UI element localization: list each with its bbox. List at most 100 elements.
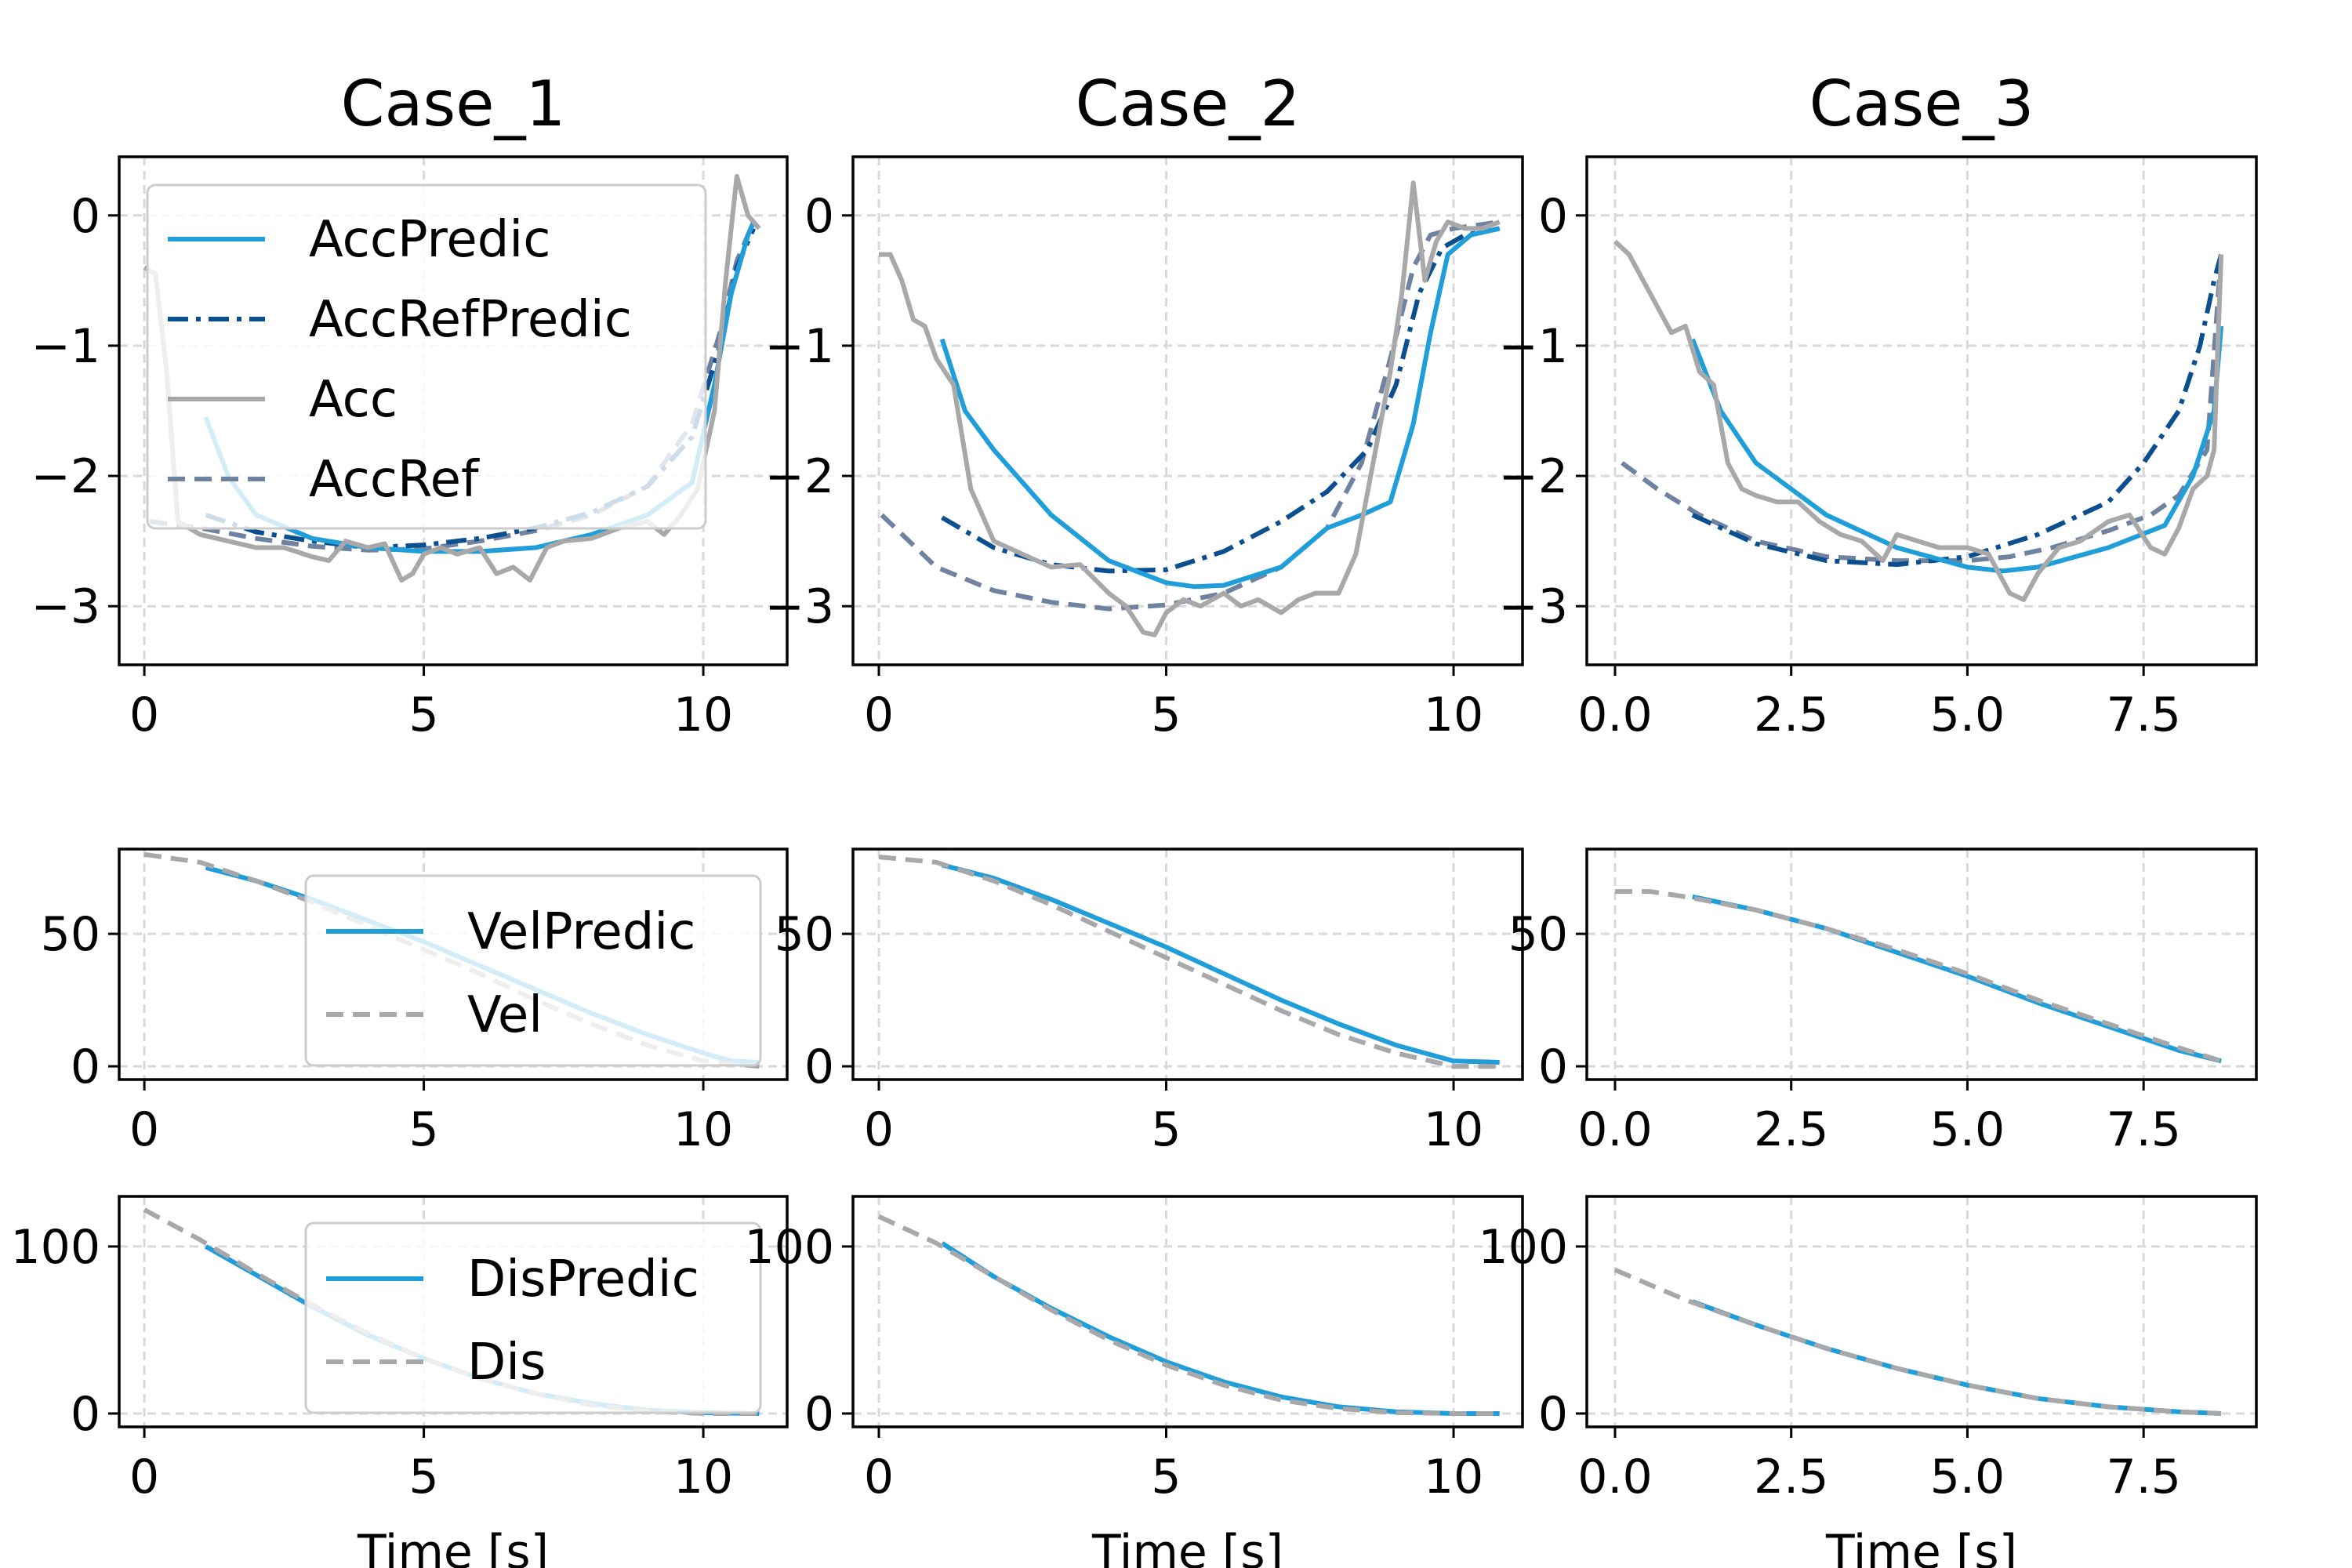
x-tick-label: 7.5 (2106, 688, 2180, 742)
plot-frame (851, 1195, 1524, 1428)
x-tick-label: 5.0 (1930, 1102, 2005, 1157)
x-tick-label: 2.5 (1754, 1450, 1828, 1504)
x-tick-label: 0 (864, 1450, 894, 1504)
x-axis-label: Time [s] (1825, 1525, 2017, 1568)
legend-box (304, 1221, 762, 1414)
x-axis-label: Time [s] (357, 1525, 549, 1568)
y-tick-label: −1 (1499, 319, 1568, 374)
y-tick-label: 100 (1478, 1220, 1568, 1275)
y-tick-label: 0 (804, 1040, 834, 1094)
subplot-2: 0 5 10 0 −1 −2 −3 Case_2 (765, 67, 1524, 742)
plot-frame (118, 848, 789, 1081)
x-tick-label: 7.5 (2106, 1450, 2180, 1504)
subplot-5: 0 5 10 0 50 (775, 848, 1524, 1157)
y-tick-label: −2 (31, 449, 100, 504)
x-tick-label: 10 (1424, 1102, 1483, 1157)
y-tick-label: 0 (1538, 189, 1568, 244)
x-tick-label: 10 (1424, 688, 1483, 742)
x-tick-label: 7.5 (2106, 1102, 2180, 1157)
y-tick-label: 50 (41, 907, 100, 962)
series-line-dispredic (940, 1241, 1500, 1416)
series-line-accref (149, 220, 756, 553)
y-tick-label: 0 (804, 1387, 834, 1442)
y-tick-label: −3 (765, 579, 834, 634)
subplot-6: 0.0 2.5 5.0 7.5 0 50 (1508, 848, 2258, 1157)
legend: DisPredic Dis (304, 1221, 762, 1414)
legend-label: AccRef (309, 451, 480, 509)
x-tick-label: 10 (673, 1102, 733, 1157)
legend-label: Acc (309, 371, 397, 429)
plot-frame (1585, 848, 2258, 1081)
series-line-acc (879, 180, 1501, 637)
series-line-vel (878, 855, 1500, 1069)
subplot-title: Case_1 (341, 67, 566, 140)
x-tick-label: 10 (673, 1450, 733, 1504)
y-tick-label: 0 (71, 189, 100, 244)
plot-frame (851, 155, 1524, 666)
x-tick-label: 5 (1151, 1450, 1181, 1504)
subplot-title: Case_2 (1076, 67, 1301, 140)
plot-frame (118, 1195, 789, 1428)
plot-frame (1585, 1195, 2258, 1428)
plot-frame (851, 848, 1524, 1081)
x-axis-label: Time [s] (1091, 1525, 1283, 1568)
subplot-title: Case_3 (1809, 67, 2034, 140)
series-line-accpredic (1690, 325, 2224, 574)
y-tick-label: 100 (744, 1220, 834, 1275)
x-tick-label: 0 (129, 1102, 159, 1157)
subplot-3: 0.0 2.5 5.0 7.5 0 −1 −2 −3 Case_3 (1499, 67, 2258, 742)
series-line-acc (1613, 239, 2224, 602)
legend-label: VelPredic (467, 903, 695, 961)
legend-label: Vel (467, 986, 543, 1044)
x-tick-label: 2.5 (1754, 1102, 1828, 1157)
y-tick-label: 0 (804, 189, 834, 244)
plot-frame (118, 155, 789, 666)
legend-box (304, 874, 762, 1067)
y-tick-label: −3 (31, 579, 100, 634)
x-tick-label: 2.5 (1754, 688, 1828, 742)
x-tick-label: 5.0 (1930, 688, 2005, 742)
x-tick-label: 0 (864, 1102, 894, 1157)
x-tick-label: 0 (129, 1450, 159, 1504)
series-line-dispredic (1691, 1299, 2222, 1416)
y-tick-label: −3 (1499, 579, 1568, 634)
x-tick-label: 0 (864, 688, 894, 742)
x-tick-label: 5 (408, 688, 438, 742)
series-line-accpredic (939, 226, 1501, 590)
series-line-velpredic (941, 862, 1500, 1065)
legend-label: AccPredic (309, 211, 550, 269)
legend-label: AccRefPredic (309, 291, 632, 349)
subplot-9: 0.0 2.5 5.0 7.5 0 100 Time [s] (1478, 1195, 2258, 1568)
x-tick-label: 5 (1151, 1102, 1181, 1157)
subplot-4: 0 5 10 0 50 VelPredic Vel (41, 848, 789, 1157)
legend-label: Dis (467, 1334, 546, 1392)
x-tick-label: 0.0 (1577, 1102, 1652, 1157)
x-tick-label: 0.0 (1577, 1450, 1652, 1504)
y-tick-label: 0 (71, 1387, 100, 1442)
y-tick-label: −2 (765, 449, 834, 504)
series-line-dis (1613, 1267, 2222, 1416)
legend-box (146, 183, 707, 530)
x-tick-label: 10 (1424, 1450, 1483, 1504)
y-tick-label: 0 (71, 1040, 100, 1094)
y-tick-label: 50 (775, 907, 834, 962)
y-tick-label: 50 (1508, 907, 1568, 962)
series-line-vel (1615, 889, 2222, 1064)
legend: VelPredic Vel (304, 874, 762, 1067)
x-tick-label: 10 (673, 688, 733, 742)
legend: AccPredic AccRefPredic Acc AccRef (146, 183, 707, 530)
x-tick-label: 0.0 (1577, 688, 1652, 742)
y-tick-label: 0 (1538, 1040, 1568, 1094)
y-tick-label: −1 (765, 319, 834, 374)
x-tick-label: 5 (1151, 688, 1181, 742)
series-line-dis (877, 1214, 1500, 1416)
x-tick-label: 0 (129, 688, 159, 742)
subplot-1: 0 5 100−1−2−3Case_1AccPredicAccRefPredicAc… (31, 67, 789, 742)
plot-frame (1585, 155, 2258, 666)
y-tick-label: 0 (1538, 1387, 1568, 1442)
x-tick-label: 5 (408, 1102, 438, 1157)
x-tick-label: 5.0 (1930, 1450, 2005, 1504)
